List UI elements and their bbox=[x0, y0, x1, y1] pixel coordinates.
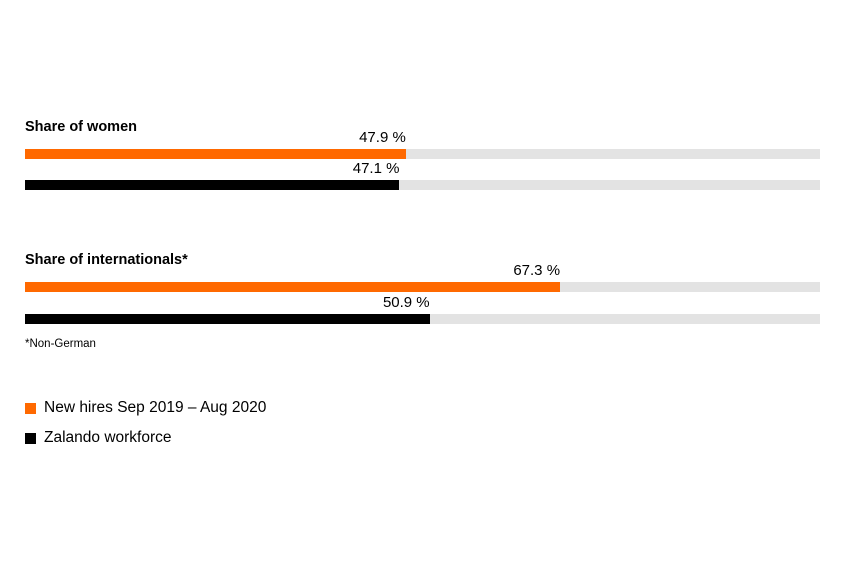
footnote: *Non-German bbox=[25, 338, 96, 350]
bar-workforce bbox=[25, 314, 430, 324]
data-label: 47.9 % bbox=[359, 129, 406, 146]
bar-workforce bbox=[25, 180, 400, 190]
bar-new-hires bbox=[25, 282, 561, 292]
legend-swatch-orange bbox=[25, 402, 36, 414]
group-title-internationals: Share of internationals* bbox=[25, 252, 188, 268]
bar-track bbox=[25, 314, 820, 324]
data-label: 47.1 % bbox=[352, 160, 400, 177]
data-label: 50.9 % bbox=[382, 294, 430, 311]
legend-item-workforce: Zalando workforce bbox=[25, 429, 172, 447]
bar-track bbox=[25, 180, 820, 190]
legend-label: New hires Sep 2019 – Aug 2020 bbox=[44, 399, 267, 416]
bar-new-hires bbox=[25, 149, 406, 159]
legend-item-new-hires: New hires Sep 2019 – Aug 2020 bbox=[25, 399, 266, 417]
legend-swatch-black bbox=[25, 432, 36, 444]
bar-track bbox=[25, 149, 820, 159]
bar-track bbox=[25, 282, 820, 292]
group-title-women: Share of women bbox=[25, 119, 137, 135]
legend-label: Zalando workforce bbox=[44, 429, 172, 446]
data-label: 67.3 % bbox=[513, 262, 561, 279]
